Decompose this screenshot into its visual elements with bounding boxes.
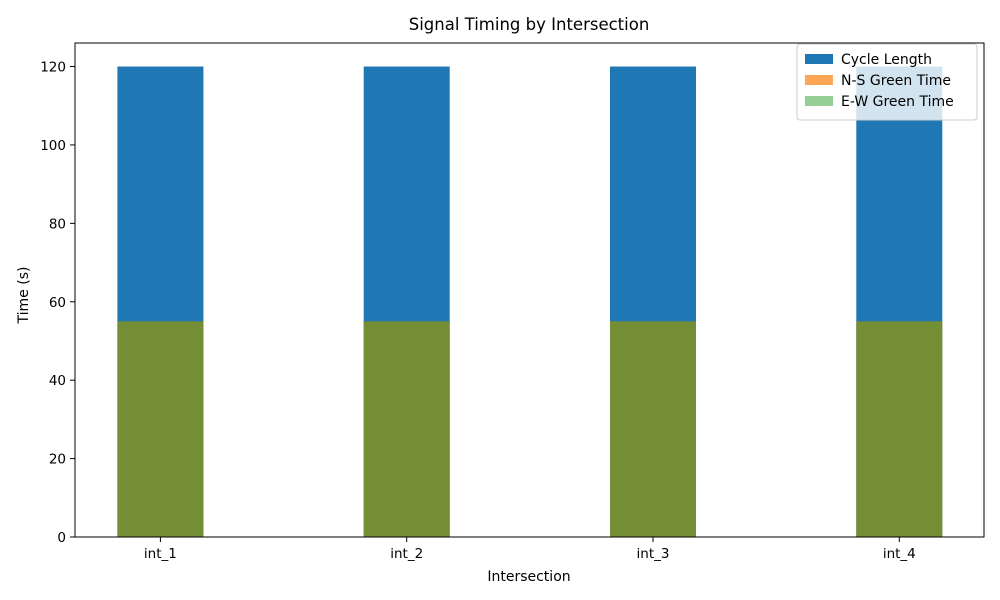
- legend-label-2: N-S Green Time: [841, 73, 951, 89]
- y-tick-label: 80: [49, 216, 66, 232]
- y-tick-label: 120: [40, 60, 66, 76]
- bar-series-3-int_2: [363, 321, 450, 537]
- y-axis: 0 20 40 60 80 100 120: [40, 60, 75, 546]
- y-tick-label: 0: [57, 530, 66, 546]
- y-tick-label: 60: [49, 295, 66, 311]
- legend-label-3: E-W Green Time: [841, 94, 954, 110]
- x-axis: int_1 int_2 int_3 int_4: [144, 537, 916, 562]
- bar-series-3-int_4: [856, 321, 943, 537]
- x-tick-label: int_3: [637, 546, 670, 562]
- y-tick-label: 40: [49, 373, 66, 389]
- y-tick-label: 20: [49, 452, 66, 468]
- chart-title: Signal Timing by Intersection: [409, 15, 650, 34]
- legend-box: [796, 43, 978, 121]
- legend-swatch-2: [805, 75, 833, 85]
- bar-series-3-int_1: [117, 321, 204, 537]
- plot-area: [74, 42, 985, 538]
- x-tick-label: int_4: [883, 546, 916, 562]
- x-axis-label: Intersection: [487, 569, 570, 585]
- y-tick-label: 100: [40, 138, 66, 154]
- legend-label-1: Cycle Length: [841, 52, 932, 68]
- x-tick-label: int_2: [390, 546, 423, 562]
- legend: Cycle Length N-S Green Time E-W Green Time: [796, 43, 978, 121]
- bar-series-3-int_3: [610, 321, 696, 537]
- x-tick-label: int_1: [144, 546, 177, 562]
- legend-swatch-3: [805, 96, 833, 106]
- legend-swatch-1: [805, 54, 833, 64]
- y-axis-label: Time (s): [16, 267, 32, 325]
- plot-frame: [74, 42, 985, 538]
